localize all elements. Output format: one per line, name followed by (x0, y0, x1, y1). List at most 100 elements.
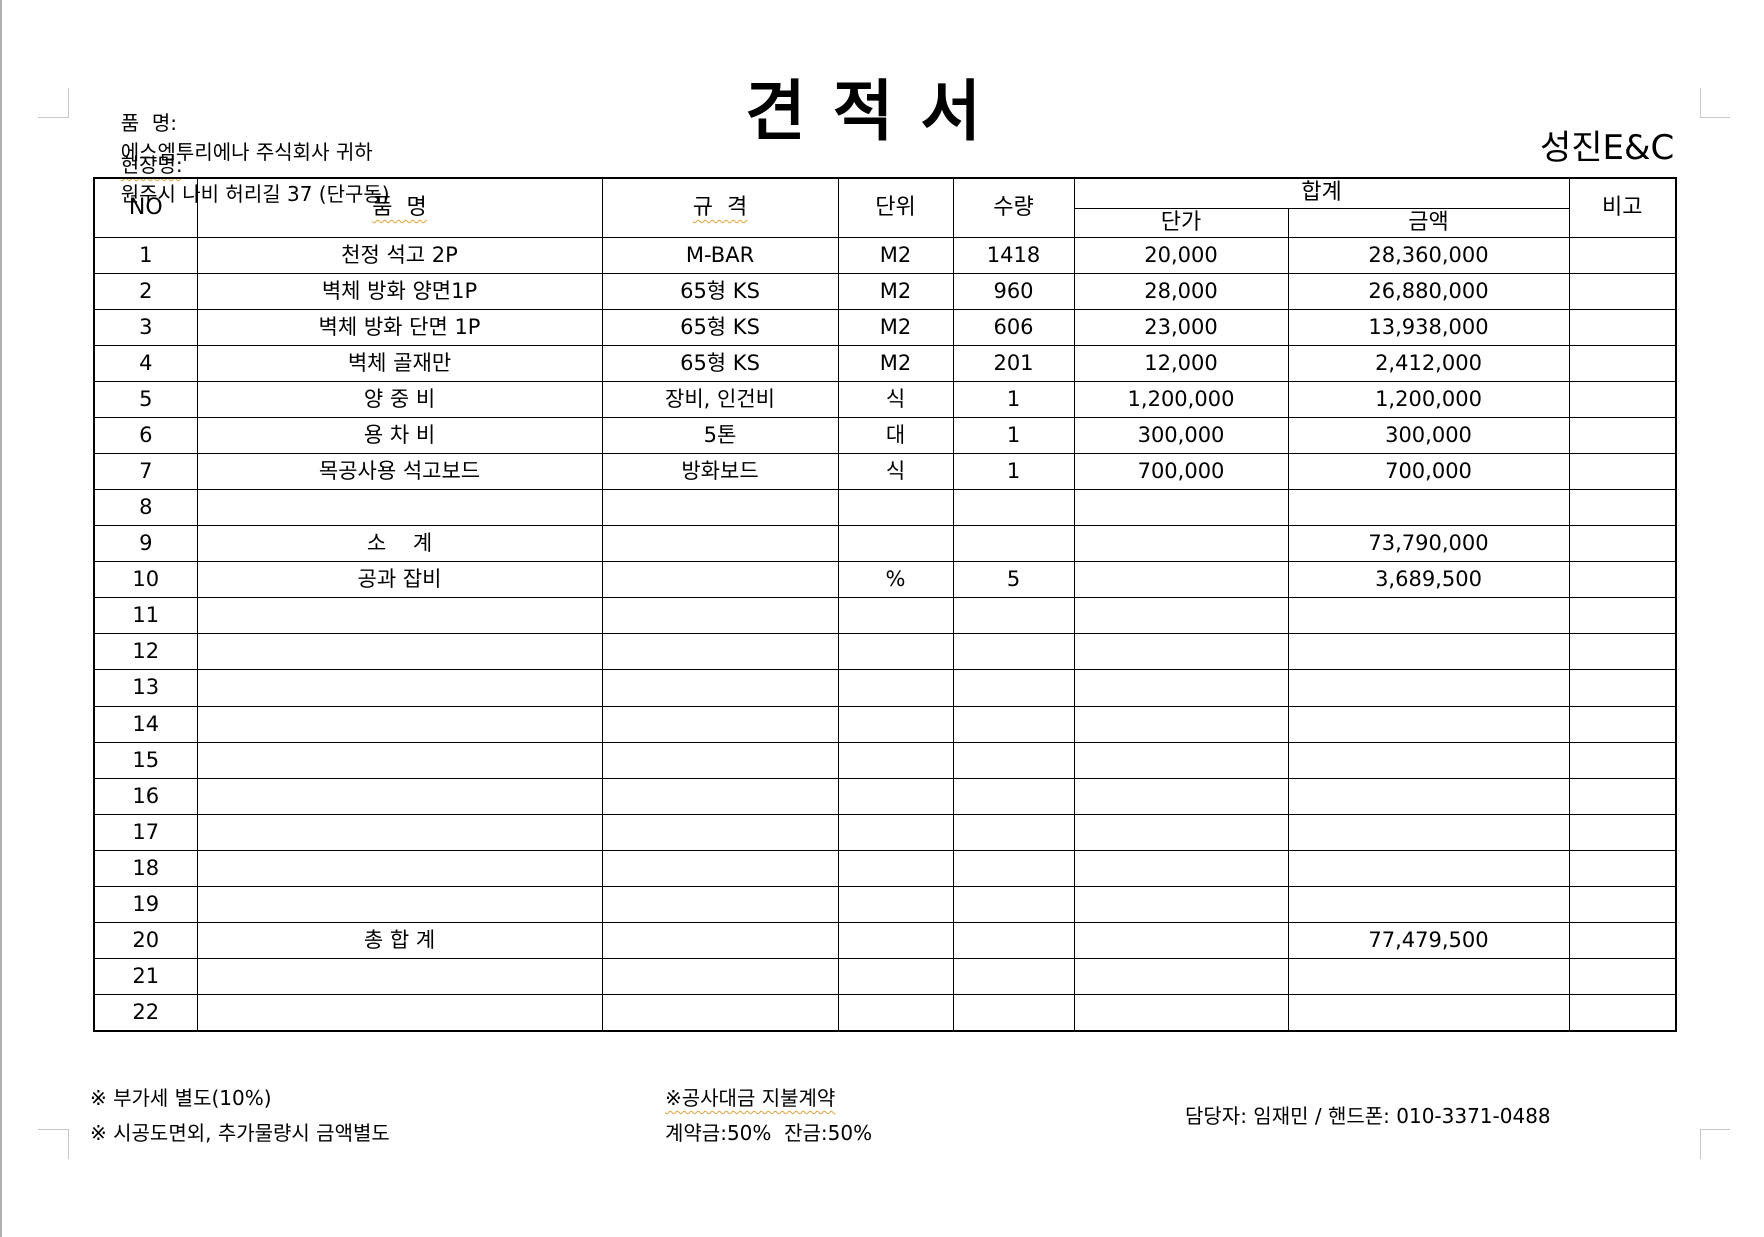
cell-unit-price (1073, 849, 1289, 887)
cell-qty: 1 (952, 380, 1075, 418)
cell-spec: 장비, 인건비 (601, 380, 839, 418)
table-row: 4 벽체 골재만 65형 KS M2 201 12,000 2,412,000 (93, 344, 1677, 382)
header-spec-text: 규 격 (692, 194, 748, 220)
cell-amount: 2,412,000 (1287, 344, 1570, 382)
cell-item (196, 994, 603, 1032)
cell-unit-price (1073, 958, 1289, 996)
cell-remark (1568, 597, 1677, 635)
cell-unit (837, 705, 954, 743)
payment-terms: 계약금:50% 잔금:50% (665, 1121, 873, 1145)
cell-spec: 방화보드 (601, 452, 839, 491)
cell-remark (1568, 561, 1677, 599)
cell-unit (837, 669, 954, 707)
cell-no: 10 (93, 561, 198, 599)
table-row: 22 (93, 994, 1677, 1032)
cell-unit (837, 597, 954, 635)
cell-amount: 77,479,500 (1287, 921, 1570, 960)
cell-unit-price (1073, 597, 1289, 635)
table-row: 13 (93, 669, 1677, 707)
cell-unit: M2 (837, 236, 954, 274)
crop-mark-bottom-right (1700, 1129, 1730, 1130)
cell-remark (1568, 741, 1677, 779)
cell-unit-price: 12,000 (1073, 344, 1289, 382)
cell-amount (1287, 669, 1570, 707)
cell-unit-price: 28,000 (1073, 272, 1289, 310)
cell-spec: M-BAR (601, 236, 839, 274)
company-name: 성진E&C (1540, 128, 1675, 168)
table-row: 16 (93, 777, 1677, 815)
cell-no: 8 (93, 489, 198, 527)
cell-unit-price: 1,200,000 (1073, 380, 1289, 418)
cell-item (196, 489, 603, 527)
cell-remark (1568, 525, 1677, 563)
cell-item (196, 633, 603, 671)
cell-unit: M2 (837, 272, 954, 310)
cell-qty: 606 (952, 308, 1075, 346)
cell-no: 9 (93, 525, 198, 563)
quotation-table: NO 품 명 규 격 단위 수량 합계 비고 단가 금액 1 천정 석고 2P M-… (93, 177, 1678, 1032)
cell-qty (952, 489, 1075, 527)
cell-remark (1568, 921, 1677, 960)
cell-item: 벽체 방화 단면 1P (196, 308, 603, 346)
cell-spec (601, 597, 839, 635)
cell-qty (952, 777, 1075, 815)
table-row: 17 (93, 813, 1677, 851)
cell-unit (837, 994, 954, 1032)
cell-amount: 300,000 (1287, 416, 1570, 454)
note-extra: ※ 시공도면외, 추가물량시 금액별도 (90, 1121, 390, 1145)
cell-qty (952, 705, 1075, 743)
table-row: 11 (93, 597, 1677, 635)
cell-no: 6 (93, 416, 198, 454)
header-item: 품 명 (196, 177, 603, 238)
cell-spec (601, 994, 839, 1032)
header-remark: 비고 (1568, 177, 1677, 238)
cell-qty: 960 (952, 272, 1075, 310)
cell-no: 1 (93, 236, 198, 274)
cell-spec (601, 849, 839, 887)
crop-mark-top-left (38, 117, 68, 118)
cell-spec (601, 669, 839, 707)
crop-mark-top-right (1700, 88, 1701, 118)
cell-no: 4 (93, 344, 198, 382)
cell-qty (952, 994, 1075, 1032)
cell-amount: 13,938,000 (1287, 308, 1570, 346)
header-no: NO (93, 177, 198, 238)
cell-amount (1287, 597, 1570, 635)
cell-unit: % (837, 561, 954, 599)
table-row: 15 (93, 741, 1677, 779)
cell-amount (1287, 885, 1570, 923)
cell-qty (952, 885, 1075, 923)
cell-no: 14 (93, 705, 198, 743)
cell-unit (837, 525, 954, 563)
cell-remark (1568, 705, 1677, 743)
cell-amount (1287, 994, 1570, 1032)
cell-spec (601, 633, 839, 671)
cell-no: 13 (93, 669, 198, 707)
cell-amount (1287, 813, 1570, 851)
cell-no: 16 (93, 777, 198, 815)
cell-remark (1568, 308, 1677, 346)
cell-no: 5 (93, 380, 198, 418)
cell-unit-price: 20,000 (1073, 236, 1289, 274)
cell-qty: 1 (952, 452, 1075, 491)
cell-unit: M2 (837, 308, 954, 346)
cell-remark (1568, 777, 1677, 815)
payment-title: ※공사대금 지불계약 (665, 1086, 836, 1110)
cell-qty (952, 669, 1075, 707)
cell-amount (1287, 705, 1570, 743)
crop-mark-top-right (1700, 117, 1730, 118)
table-row: 10 공과 잡비% 5 3,689,500 (93, 561, 1677, 599)
cell-remark (1568, 380, 1677, 418)
cell-no: 19 (93, 885, 198, 923)
cell-unit (837, 633, 954, 671)
cell-qty (952, 958, 1075, 996)
cell-spec: 5톤 (601, 416, 839, 454)
cell-remark (1568, 272, 1677, 310)
cell-remark (1568, 669, 1677, 707)
cell-unit: 대 (837, 416, 954, 454)
table-row: 12 (93, 633, 1677, 671)
cell-qty: 1 (952, 416, 1075, 454)
cell-unit: 식 (837, 452, 954, 491)
cell-unit-price (1073, 921, 1289, 960)
